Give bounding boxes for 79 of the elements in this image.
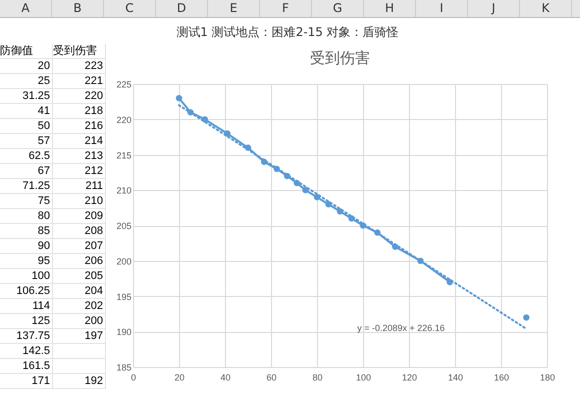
x-tick-label: 80 <box>312 372 323 382</box>
text: 防御值 <box>0 44 52 58</box>
x-tick-label: 120 <box>402 372 418 382</box>
text: 221 <box>84 75 103 87</box>
y-tick-label: 220 <box>116 114 132 125</box>
text: 220 <box>84 90 103 102</box>
category-label: 114 <box>0 298 52 314</box>
y-tick-label: 225 <box>116 80 132 90</box>
text: 208 <box>84 225 103 237</box>
text: 197 <box>84 330 103 342</box>
x-tick-label: 100 <box>356 372 372 382</box>
category-label: 80 <box>0 208 52 224</box>
text: 204 <box>84 285 103 297</box>
text: 209 <box>84 210 103 222</box>
category-label: 125 <box>0 314 52 328</box>
category-label: 50 <box>0 118 52 134</box>
category-label: 171 <box>0 374 52 388</box>
category-label: 90 <box>0 238 52 254</box>
y-tick-label: 190 <box>116 327 132 338</box>
x-tick-label: 40 <box>220 372 231 382</box>
chart-subtitle: 测试1 测试地点：困难2-15 对象：盾骑怪 <box>175 24 400 41</box>
y-tick-label: 205 <box>116 221 132 231</box>
text: 205 <box>84 270 103 282</box>
category-label: 20 <box>0 58 52 74</box>
text: F <box>260 0 312 17</box>
category-label: 31.25 <box>0 88 52 104</box>
category-label: 142.5 <box>0 344 52 358</box>
text: 202 <box>84 300 103 312</box>
category-label: 57 <box>0 134 52 148</box>
category-label: 137.75 <box>0 328 52 344</box>
x-tick-label: 0 <box>130 372 136 382</box>
text: 210 <box>84 195 103 207</box>
text: H <box>364 0 416 17</box>
point <box>523 314 530 321</box>
x-tick-label: 20 <box>174 372 185 382</box>
text: 200 <box>84 315 103 327</box>
text: D <box>156 0 208 17</box>
y-tick-label: 185 <box>116 362 132 372</box>
category-label: 71.25 <box>0 178 52 194</box>
y-tick-label: 215 <box>116 150 132 160</box>
text: K <box>520 0 572 17</box>
y-tick-label: 200 <box>116 256 132 266</box>
x-tick-label: 180 <box>540 372 556 382</box>
text: E <box>208 0 260 17</box>
text: 207 <box>84 240 103 252</box>
text: I <box>416 0 468 17</box>
y-tick-label: 195 <box>116 292 132 302</box>
text: 213 <box>84 150 103 162</box>
x-tick-label: 160 <box>494 372 510 382</box>
text: 211 <box>85 180 103 192</box>
text: 192 <box>84 375 103 387</box>
category-label: 41 <box>0 104 52 118</box>
text: 206 <box>84 255 103 267</box>
y-tick-label: 210 <box>116 186 132 196</box>
x-tick-label: 60 <box>266 372 277 382</box>
category-label: 161.5 <box>0 358 52 374</box>
category-label: 67 <box>0 164 52 178</box>
text: 216 <box>84 120 103 132</box>
category-label: 106.25 <box>0 284 52 298</box>
point <box>176 94 182 102</box>
text: 212 <box>84 165 103 177</box>
text: J <box>468 0 520 17</box>
text: C <box>104 0 156 17</box>
text: B <box>52 0 104 17</box>
category-label: 85 <box>0 224 52 238</box>
text: 214 <box>84 135 103 147</box>
text: 受到伤害 <box>52 44 106 58</box>
x-tick-label: 140 <box>448 372 464 382</box>
text: G <box>312 0 364 17</box>
category-label: 95 <box>0 254 52 268</box>
text: 223 <box>84 60 103 72</box>
category-label: 62.5 <box>0 148 52 164</box>
text: A <box>0 0 52 17</box>
category-label: 75 <box>0 194 52 208</box>
chart-title: 受到伤害 <box>310 49 370 67</box>
category-label: 25 <box>0 74 52 88</box>
annotation: y = -0.2089x + 226.16 <box>357 323 445 333</box>
category-label: 100 <box>0 268 52 284</box>
text: 218 <box>84 105 103 117</box>
